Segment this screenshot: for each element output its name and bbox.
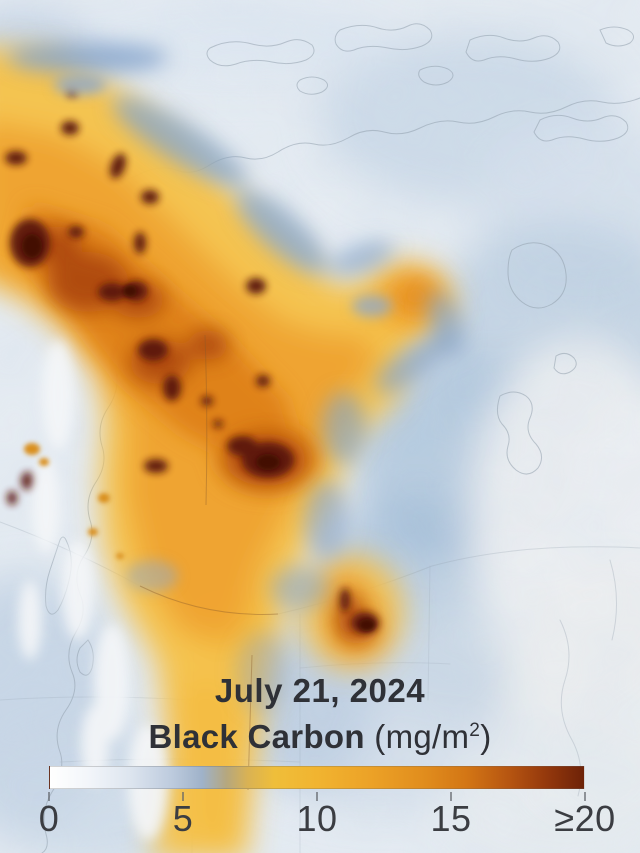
coastal-smoke-spots xyxy=(24,443,124,559)
plume-edge-halo xyxy=(8,42,466,712)
smoke-plume-layer xyxy=(0,47,454,853)
